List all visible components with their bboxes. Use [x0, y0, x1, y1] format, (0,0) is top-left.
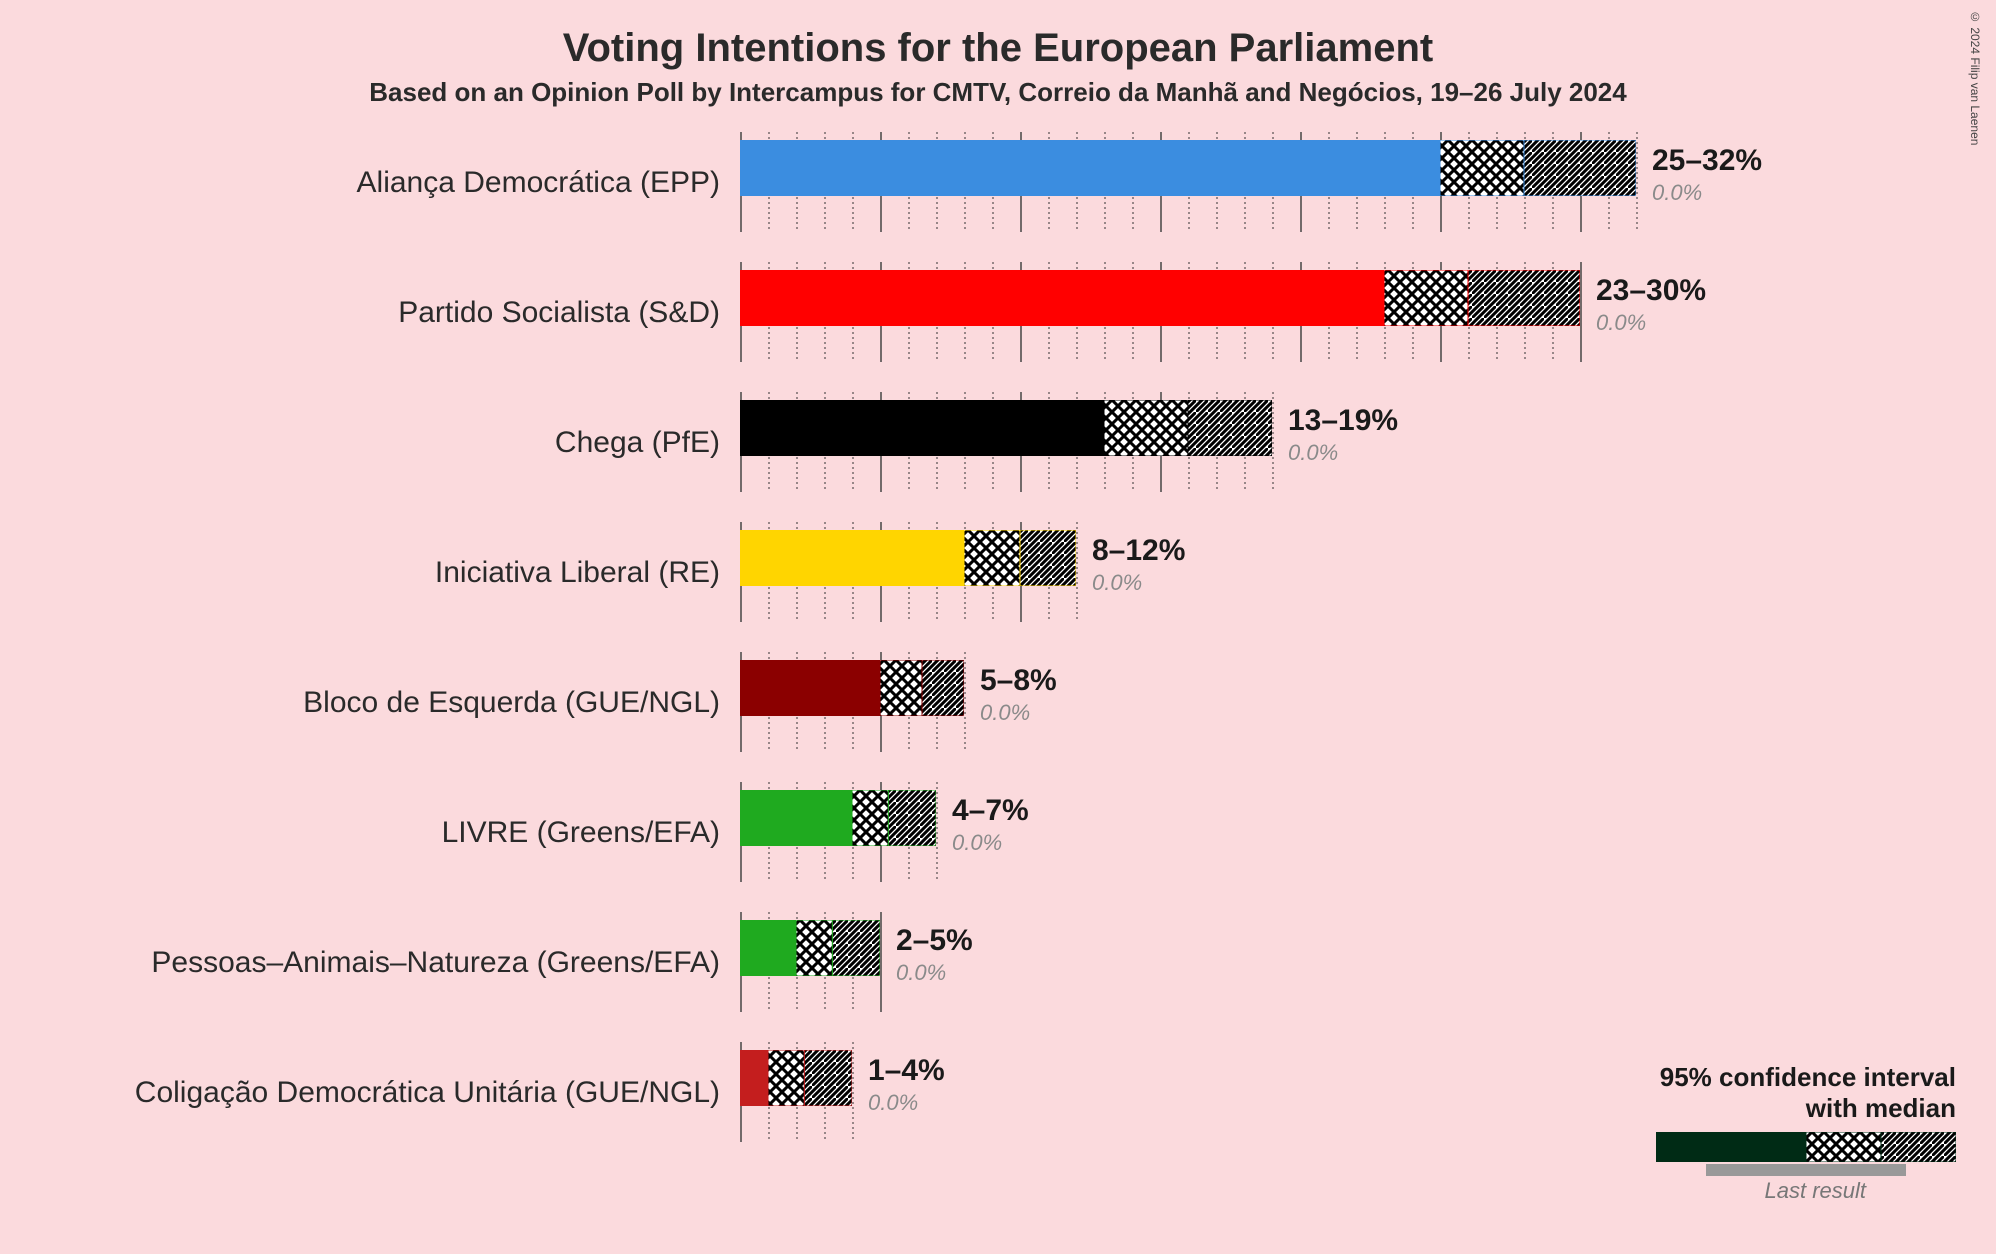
- party-row: LIVRE (Greens/EFA) 4–7%0.0%: [0, 780, 1996, 910]
- chart-area: Aliança Democrática (EPP)25–32%0.0%Parti…: [0, 130, 1996, 1190]
- party-name: Iniciativa Liberal (RE): [435, 556, 720, 590]
- range-label: 13–19%: [1288, 404, 1398, 438]
- confidence-bar: [740, 400, 1272, 456]
- last-result-label: 0.0%: [1596, 310, 1646, 336]
- legend-title-2: with median: [1656, 1093, 1956, 1124]
- confidence-bar: [740, 920, 880, 976]
- party-row: Partido Socialista (S&D) 23–30%0.0%: [0, 260, 1996, 390]
- party-row: Aliança Democrática (EPP) 25–32%0.0%: [0, 130, 1996, 260]
- party-name: Coligação Democrática Unitária (GUE/NGL): [135, 1076, 720, 1110]
- range-label: 8–12%: [1092, 534, 1185, 568]
- range-label: 23–30%: [1596, 274, 1706, 308]
- range-label: 4–7%: [952, 794, 1029, 828]
- chart-subtitle: Based on an Opinion Poll by Intercampus …: [0, 71, 1996, 108]
- party-name: Partido Socialista (S&D): [398, 296, 720, 330]
- last-result-label: 0.0%: [1652, 180, 1702, 206]
- range-label: 2–5%: [896, 924, 973, 958]
- legend-last-bar: [1706, 1164, 1906, 1176]
- confidence-bar: [740, 140, 1636, 196]
- party-name: Chega (PfE): [555, 426, 720, 460]
- party-row: Chega (PfE) 13–19%0.0%: [0, 390, 1996, 520]
- range-label: 1–4%: [868, 1054, 945, 1088]
- copyright: © 2024 Filip van Laenen: [1968, 10, 1982, 145]
- confidence-bar: [740, 660, 964, 716]
- confidence-bar: [740, 790, 936, 846]
- last-result-label: 0.0%: [1092, 570, 1142, 596]
- party-name: Pessoas–Animais–Natureza (Greens/EFA): [151, 946, 720, 980]
- legend-sample-bar: [1656, 1132, 1956, 1162]
- party-row: Pessoas–Animais–Natureza (Greens/EFA) 2–5…: [0, 910, 1996, 1040]
- chart-title: Voting Intentions for the European Parli…: [0, 0, 1996, 71]
- legend-last-label: Last result: [1656, 1178, 1866, 1204]
- party-name: Bloco de Esquerda (GUE/NGL): [303, 686, 720, 720]
- last-result-label: 0.0%: [1288, 440, 1338, 466]
- legend: 95% confidence interval with median Last…: [1656, 1062, 1956, 1204]
- last-result-label: 0.0%: [868, 1090, 918, 1116]
- last-result-label: 0.0%: [896, 960, 946, 986]
- confidence-bar: [740, 1050, 852, 1106]
- last-result-label: 0.0%: [980, 700, 1030, 726]
- party-row: Iniciativa Liberal (RE) 8–12%0.0%: [0, 520, 1996, 650]
- range-label: 5–8%: [980, 664, 1057, 698]
- legend-title-1: 95% confidence interval: [1656, 1062, 1956, 1093]
- confidence-bar: [740, 270, 1580, 326]
- confidence-bar: [740, 530, 1076, 586]
- party-row: Bloco de Esquerda (GUE/NGL) 5–8%0.0%: [0, 650, 1996, 780]
- last-result-label: 0.0%: [952, 830, 1002, 856]
- range-label: 25–32%: [1652, 144, 1762, 178]
- party-name: Aliança Democrática (EPP): [357, 166, 720, 200]
- party-name: LIVRE (Greens/EFA): [442, 816, 720, 850]
